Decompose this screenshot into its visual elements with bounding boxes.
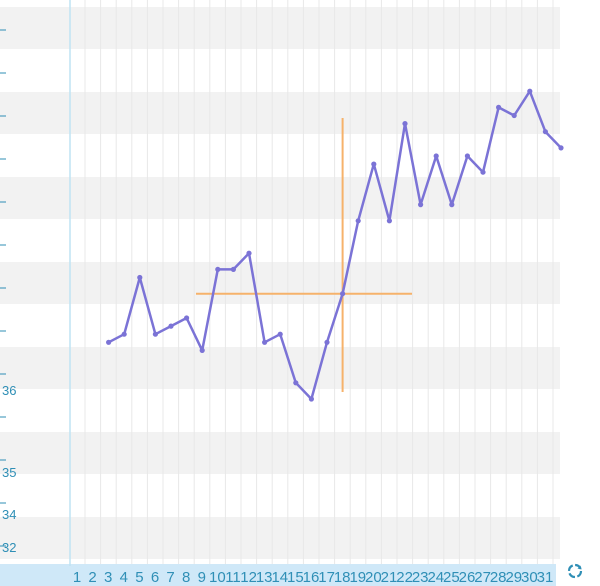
x-tick-label-28: 28 bbox=[490, 569, 507, 586]
x-tick-label-18: 18 bbox=[334, 569, 351, 586]
series-points bbox=[106, 88, 564, 402]
grid-band bbox=[0, 7, 560, 49]
x-tick-label-8: 8 bbox=[182, 569, 190, 586]
data-point-16[interactable] bbox=[324, 339, 330, 345]
data-point-3[interactable] bbox=[121, 331, 127, 337]
refresh-icon bbox=[567, 563, 583, 579]
data-point-15[interactable] bbox=[308, 396, 314, 402]
data-point-26[interactable] bbox=[480, 169, 486, 175]
x-tick-label-10: 10 bbox=[209, 569, 226, 586]
data-point-4[interactable] bbox=[137, 274, 143, 281]
data-point-5[interactable] bbox=[152, 331, 158, 337]
data-point-27[interactable] bbox=[496, 104, 502, 110]
x-tick-label-17: 17 bbox=[318, 569, 335, 586]
data-point-28[interactable] bbox=[511, 112, 517, 119]
x-tick-label-3: 3 bbox=[104, 569, 112, 586]
data-point-8[interactable] bbox=[199, 347, 205, 353]
x-tick-label-12: 12 bbox=[240, 569, 257, 586]
data-point-13[interactable] bbox=[277, 331, 283, 337]
data-point-30[interactable] bbox=[542, 129, 549, 135]
series-line bbox=[108, 89, 562, 401]
y-tick-label-34: 34 bbox=[2, 507, 16, 522]
x-tick-label-26: 26 bbox=[459, 569, 476, 586]
x-tick-label-5: 5 bbox=[135, 569, 143, 586]
data-point-31[interactable] bbox=[558, 145, 564, 151]
x-tick-label-31: 31 bbox=[537, 569, 554, 586]
grid-vertical bbox=[84, 0, 554, 564]
data-point-22[interactable] bbox=[418, 202, 424, 208]
grid-bands bbox=[0, 7, 560, 559]
y-axis-ticks bbox=[0, 29, 6, 547]
data-point-25[interactable] bbox=[464, 153, 470, 159]
x-tick-label-30: 30 bbox=[521, 569, 538, 586]
x-tick-label-19: 19 bbox=[349, 569, 366, 586]
x-tick-label-6: 6 bbox=[151, 569, 159, 586]
data-point-10[interactable] bbox=[230, 266, 236, 272]
grid-band bbox=[0, 517, 560, 559]
data-point-21[interactable] bbox=[402, 121, 408, 127]
x-axis-bar bbox=[0, 564, 556, 586]
y-tick-label-32: 32 bbox=[2, 540, 16, 555]
grid-band bbox=[0, 92, 560, 134]
data-point-11[interactable] bbox=[246, 250, 252, 256]
x-tick-label-24: 24 bbox=[427, 569, 444, 586]
x-tick-label-11: 11 bbox=[225, 569, 241, 586]
x-tick-label-2: 2 bbox=[88, 569, 96, 586]
data-point-23[interactable] bbox=[433, 153, 439, 159]
x-tick-label-16: 16 bbox=[303, 569, 320, 586]
data-point-12[interactable] bbox=[262, 339, 268, 345]
x-tick-label-22: 22 bbox=[396, 569, 413, 586]
data-point-2[interactable] bbox=[106, 339, 112, 345]
data-point-18[interactable] bbox=[355, 218, 361, 224]
x-tick-label-15: 15 bbox=[287, 569, 304, 586]
data-point-24[interactable] bbox=[449, 202, 455, 208]
grid-band bbox=[0, 177, 560, 219]
data-point-20[interactable] bbox=[386, 218, 392, 224]
x-tick-label-27: 27 bbox=[474, 569, 491, 586]
y-tick-label-35: 35 bbox=[2, 465, 16, 480]
refresh-button[interactable] bbox=[566, 562, 584, 580]
grid-band bbox=[0, 262, 560, 304]
x-tick-label-25: 25 bbox=[443, 569, 460, 586]
x-tick-label-29: 29 bbox=[505, 569, 522, 586]
x-axis-labels: 1 2 3 4 5 6 7 8 9 10 11 121314151617181920212223242… bbox=[73, 569, 554, 586]
x-tick-label-21: 21 bbox=[381, 569, 398, 586]
x-tick-label-9: 9 bbox=[198, 569, 206, 586]
data-point-17[interactable] bbox=[340, 291, 346, 297]
data-point-9[interactable] bbox=[215, 266, 221, 272]
data-point-14[interactable] bbox=[293, 380, 299, 386]
data-point-7[interactable] bbox=[184, 315, 190, 321]
x-tick-label-14: 14 bbox=[271, 569, 288, 586]
data-point-19[interactable] bbox=[371, 161, 377, 167]
y-tick-label-36: 36 bbox=[2, 383, 16, 398]
data-point-6[interactable] bbox=[168, 323, 174, 329]
x-tick-label-7: 7 bbox=[166, 569, 174, 586]
grid-band bbox=[0, 347, 560, 389]
x-tick-label-1: 1 bbox=[73, 569, 81, 586]
x-tick-label-20: 20 bbox=[365, 569, 382, 586]
data-point-29[interactable] bbox=[527, 88, 533, 94]
grid-band bbox=[0, 432, 560, 474]
x-tick-label-4: 4 bbox=[120, 569, 128, 586]
x-tick-label-13: 13 bbox=[256, 569, 273, 586]
x-tick-label-23: 23 bbox=[412, 569, 429, 586]
